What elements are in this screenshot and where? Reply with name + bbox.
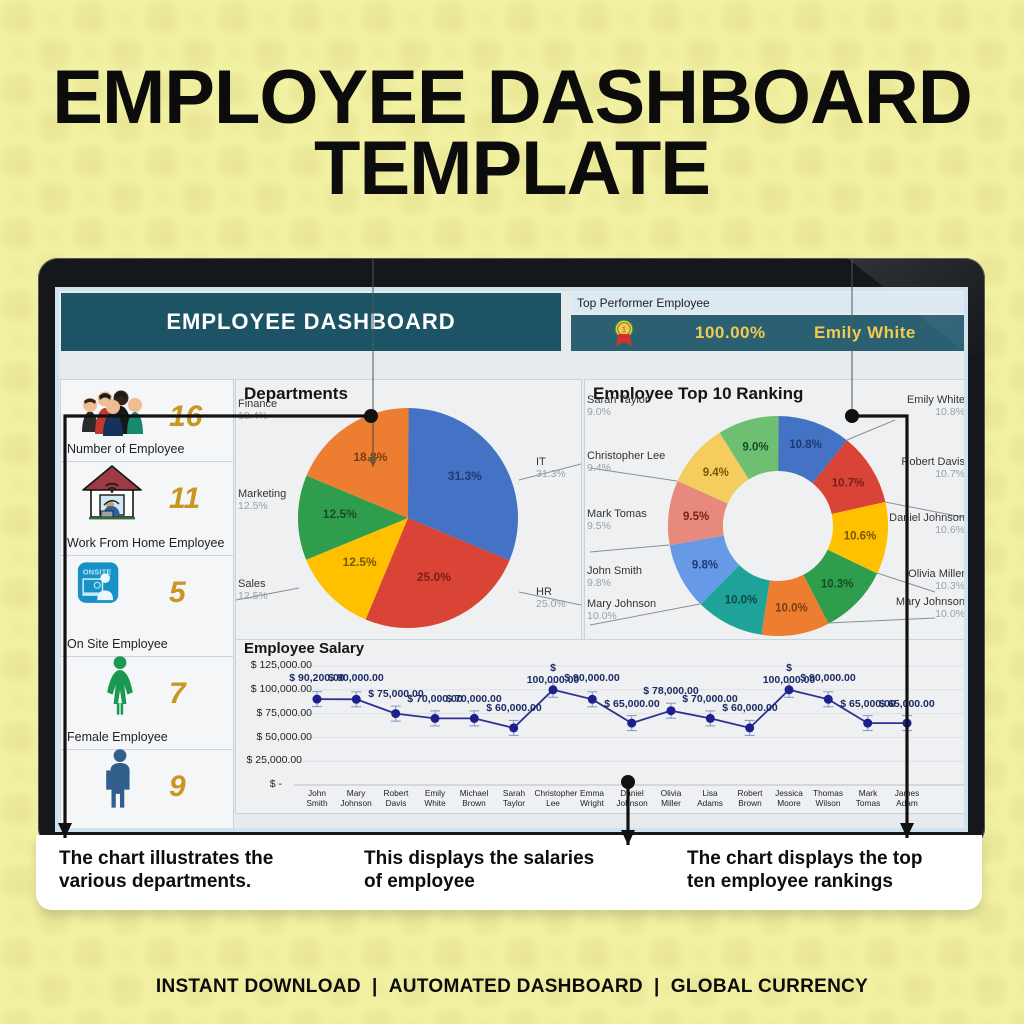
svg-text:9.0%: 9.0% (742, 442, 768, 454)
svg-text:12.5%: 12.5% (323, 507, 357, 521)
svg-text:10.8%: 10.8% (789, 439, 822, 451)
svg-text:31.3%: 31.3% (448, 469, 482, 483)
svg-text:10.0%: 10.0% (775, 602, 808, 614)
svg-text:12.5%: 12.5% (343, 555, 377, 569)
svg-text:10.0%: 10.0% (725, 595, 758, 607)
svg-text:1: 1 (622, 326, 627, 335)
svg-text:9.4%: 9.4% (703, 467, 729, 479)
svg-text:10.3%: 10.3% (821, 578, 854, 590)
svg-text:25.0%: 25.0% (417, 570, 451, 584)
svg-text:18.8%: 18.8% (353, 450, 387, 464)
